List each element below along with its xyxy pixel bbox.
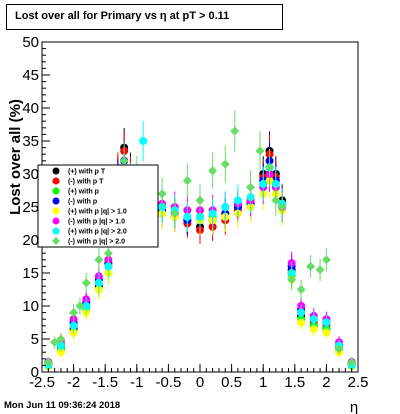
data-point [196,212,204,221]
legend-label: (-) with p |q| > 2.0 [68,239,125,246]
data-point [265,162,275,172]
data-point [296,285,306,294]
data-point [321,255,331,265]
data-point [246,182,256,192]
x-axis-label: η [350,399,358,414]
data-point [221,203,230,211]
legend-label: (-) with p |q| > 1.0 [68,219,125,226]
y-tick-label: 25 [22,199,39,216]
legend-marker [52,187,60,195]
data-point [56,341,65,350]
data-point [287,275,297,285]
x-tick-label: -2.5 [29,374,55,391]
data-point [347,357,357,367]
data-point [195,195,205,205]
x-tick-label: 1 [259,374,267,391]
data-point [208,166,218,176]
y-tick-label: 5 [31,331,39,348]
x-tick-label: -1 [130,374,143,391]
axes-group: -2.5 -2 -1.5 -1 -0.5 0 0.5 1 1.5 2 2.5 0 5 10 15 20 25 30… [22,34,368,391]
legend-marker [52,217,60,225]
y-tick-label: 0 [31,364,39,381]
data-point [297,318,306,327]
data-point [56,348,65,357]
legend-marker [52,207,60,215]
y-tick-label: 50 [22,34,39,51]
data-point [43,357,53,367]
data-point [297,308,306,317]
data-point [94,278,103,287]
y-tick-label: 45 [22,67,39,84]
data-point [94,255,104,265]
legend-marker [52,177,60,185]
data-point [103,248,113,258]
data-point [315,265,325,275]
data-point [139,137,148,145]
legend-marker [52,167,60,175]
data-point [75,301,85,311]
x-tick-label: -1.5 [92,374,118,391]
data-point [259,179,268,188]
y-tick-label: 30 [22,166,39,183]
x-tick-label: 2 [322,374,330,391]
y-tick-label: 40 [22,100,39,117]
data-point [104,262,113,271]
legend-marker [52,197,60,205]
data-point [306,261,316,271]
data-point [119,156,129,166]
legend-label: (+) with p |q| > 2.0 [68,229,127,236]
data-point [271,179,280,188]
data-point [208,209,217,218]
data-point [183,212,192,221]
y-axis-label: Lost over all (%) [7,99,24,215]
data-point [322,328,331,337]
x-tick-label: 2.5 [348,374,369,391]
series-0 [44,127,356,370]
data-point [56,334,66,344]
data-point [170,209,180,219]
legend-label: (+) with p T [68,169,106,176]
legend: (+) with p T (-) with p T (+) with p (-) wi… [37,164,159,248]
y-tick-label: 15 [22,265,39,282]
data-point [220,159,230,169]
x-tick-label: -2 [67,374,80,391]
timestamp-label: Mon Jun 11 09:36:24 2018 [4,400,121,411]
data-point [233,196,242,205]
data-point [277,202,287,212]
legend-label: (-) with p [68,199,97,206]
data-point [334,344,344,354]
x-tick-label: 0.5 [221,374,242,391]
data-point [69,308,79,318]
data-point [82,302,91,310]
data-point [157,189,167,199]
y-tick-label: 10 [22,298,39,315]
data-point [322,318,331,327]
data-point [271,195,281,205]
data-point [309,315,318,324]
x-tick-label: 0 [196,374,204,391]
x-tick-label: -0.5 [155,374,181,391]
data-point [81,278,91,288]
x-tick-label: 1.5 [284,374,305,391]
data-point [309,325,318,334]
data-point [69,321,78,330]
data-point [50,337,60,347]
legend-marker [52,237,60,245]
y-tick-label: 35 [22,133,39,150]
data-point [182,176,192,186]
legend-label: (+) with p [68,189,99,196]
y-tick-label: 20 [22,232,39,249]
chart-title: Lost over all for Primary vs η at pT > 0… [15,10,230,22]
data-point [230,126,240,136]
chart-title-box: Lost over all for Primary vs η at pT > 0… [6,4,283,30]
legend-label: (-) with p T [68,179,104,186]
legend-label: (+) with p |q| > 1.0 [68,209,127,216]
data-point [255,146,265,156]
legend-marker [52,227,60,235]
